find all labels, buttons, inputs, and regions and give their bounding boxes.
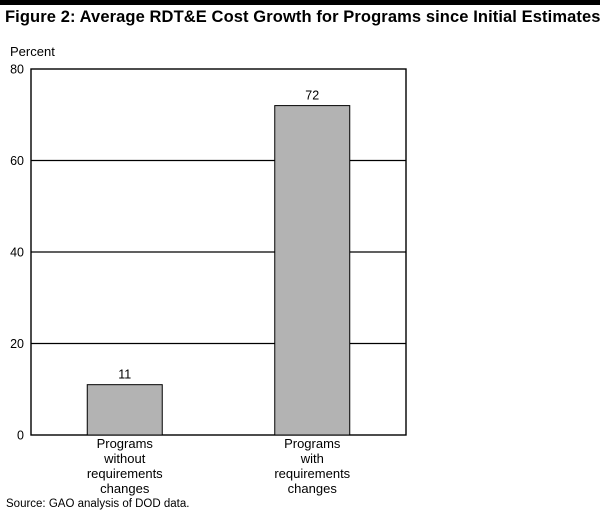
x-category-label-line: with: [300, 451, 324, 466]
x-category-label-line: changes: [288, 481, 338, 496]
y-tick-label: 60: [10, 154, 24, 168]
x-category-label-line: requirements: [87, 466, 163, 481]
y-tick-label: 80: [10, 63, 24, 77]
data-label: 11: [118, 368, 131, 382]
x-category-label-line: without: [103, 451, 146, 466]
figure-title: Figure 2: Average RDT&E Cost Growth for …: [5, 8, 600, 26]
x-category-label-line: Programs: [97, 436, 154, 451]
x-category-label-line: requirements: [274, 466, 350, 481]
data-label: 72: [305, 89, 319, 103]
x-category-label-line: Programs: [284, 436, 341, 451]
x-category-label-line: changes: [100, 481, 150, 496]
source-note: Source: GAO analysis of DOD data.: [6, 498, 190, 510]
y-axis-unit-label: Percent: [10, 44, 55, 59]
bar: [86, 384, 163, 436]
bar: [274, 105, 351, 436]
y-tick-label: 20: [10, 337, 24, 351]
top-rule: [0, 0, 600, 5]
x-category-label: Programs without requirements changes: [87, 436, 163, 496]
y-tick-label: 40: [10, 246, 24, 260]
x-category-label: Programs with requirements changes: [274, 436, 350, 496]
y-tick-label: 0: [17, 429, 24, 443]
plot-frame: [30, 68, 407, 436]
